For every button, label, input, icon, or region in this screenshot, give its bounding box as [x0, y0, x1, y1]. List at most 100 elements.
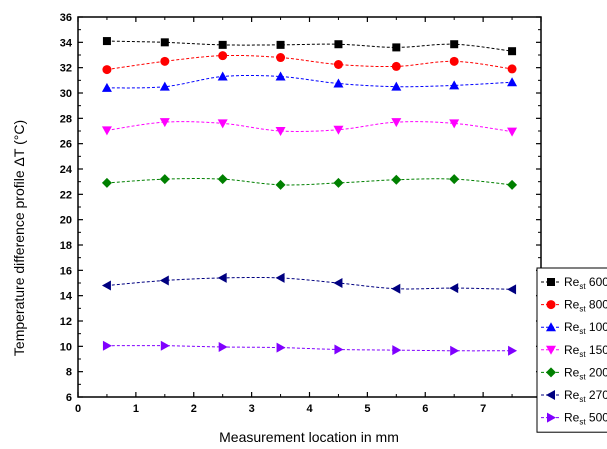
- data-point: [391, 81, 402, 91]
- data-point: [449, 119, 460, 129]
- y-axis-title: Temperature difference profile ΔT (°C): [11, 120, 27, 356]
- legend-label: Rest 1500: [564, 343, 607, 359]
- data-point: [102, 37, 111, 46]
- data-point: [450, 345, 460, 356]
- x-tick-label: 0: [75, 403, 81, 415]
- data-point: [449, 56, 459, 66]
- data-point: [218, 51, 228, 61]
- legend-item-800: Rest 800: [541, 298, 607, 314]
- legend-item-2700: Rest 2700: [541, 388, 607, 404]
- data-point: [391, 283, 401, 294]
- data-point: [508, 345, 518, 356]
- y-tick-label: 32: [60, 63, 72, 75]
- legend: Rest 600 Rest 800 Rest 1000 Rest 1500 Rest 2…: [536, 267, 607, 433]
- x-tick-label: 6: [422, 403, 428, 415]
- legend-marker: [546, 322, 556, 332]
- data-point: [101, 177, 112, 188]
- data-point: [160, 340, 170, 351]
- data-point: [391, 118, 402, 128]
- data-point: [333, 177, 344, 188]
- y-tick-label: 22: [60, 189, 72, 201]
- legend-item-2000: Rest 2000: [541, 365, 607, 381]
- data-point: [217, 272, 227, 283]
- data-point: [333, 60, 343, 69]
- data-point: [217, 119, 228, 129]
- x-axis-title: Measurement location in mm: [219, 429, 399, 445]
- legend-marker: [546, 345, 556, 355]
- y-tick-label: 18: [60, 240, 72, 252]
- legend-marker: [547, 412, 556, 423]
- series-800: [102, 51, 517, 75]
- data-point: [334, 344, 344, 355]
- data-point: [101, 280, 111, 291]
- data-point: [276, 40, 285, 49]
- series-line: [106, 74, 513, 89]
- y-tick-label: 24: [60, 164, 73, 176]
- data-point: [275, 71, 286, 81]
- legend-item-1500: Rest 1500: [541, 343, 607, 359]
- series-2700: [101, 272, 517, 295]
- data-point: [333, 78, 344, 88]
- series-line: [106, 276, 513, 290]
- data-point: [333, 125, 344, 135]
- data-point: [507, 64, 517, 74]
- legend-item-5000: Rest 5000: [541, 411, 607, 427]
- series-line: [106, 40, 513, 52]
- x-tick-label: 3: [249, 403, 255, 415]
- y-tick-label: 16: [60, 265, 72, 277]
- data-point: [275, 127, 286, 136]
- legend-label: Rest 5000: [564, 411, 607, 427]
- data-point: [507, 179, 518, 190]
- y-tick-label: 28: [60, 113, 72, 125]
- data-point: [391, 174, 402, 185]
- data-point: [333, 278, 343, 288]
- data-point: [450, 40, 459, 49]
- y-axis-title-group: Temperature difference profile ΔT (°C): [11, 120, 27, 356]
- legend-marker: [546, 390, 555, 400]
- x-tick-label: 5: [364, 403, 370, 415]
- series-5000: [102, 340, 518, 356]
- data-point: [392, 345, 402, 356]
- data-point: [102, 340, 112, 351]
- data-point: [101, 126, 112, 136]
- data-point: [507, 284, 517, 295]
- data-point: [276, 342, 286, 353]
- x-tick-label: 2: [191, 403, 197, 415]
- data-point: [218, 40, 227, 49]
- legend-label: Rest 1000: [564, 320, 607, 336]
- y-tick-label: 6: [66, 392, 72, 404]
- data-point: [159, 275, 169, 286]
- data-point: [160, 38, 169, 47]
- y-tick-label: 30: [60, 88, 72, 100]
- y-tick-label: 8: [66, 367, 72, 379]
- data-point: [275, 272, 285, 283]
- plot-layer: 012345678681012141618202224262830323436: [60, 12, 544, 415]
- data-point: [218, 341, 228, 352]
- x-tick-label: 1: [133, 403, 139, 415]
- y-tick-label: 36: [60, 12, 72, 24]
- data-point: [160, 56, 170, 66]
- legend-item-600: Rest 600: [541, 275, 607, 291]
- series-600: [102, 37, 517, 56]
- x-tick-label: 4: [306, 403, 313, 415]
- data-point: [217, 71, 228, 81]
- legend-label: Rest 2700: [564, 388, 607, 404]
- data-point: [334, 40, 343, 49]
- data-point: [508, 47, 517, 56]
- data-point: [159, 174, 170, 185]
- legend-marker: [546, 367, 556, 378]
- data-point: [391, 61, 401, 71]
- y-tick-label: 12: [60, 316, 72, 328]
- data-point: [159, 81, 170, 91]
- y-tick-label: 20: [60, 215, 72, 227]
- series-1500: [101, 118, 518, 137]
- data-point: [275, 179, 286, 190]
- data-point: [217, 174, 228, 185]
- legend-marker: [546, 300, 556, 310]
- legend-label: Rest 2000: [564, 365, 607, 381]
- legend-item-1000: Rest 1000: [541, 320, 607, 336]
- y-tick-label: 14: [60, 291, 73, 303]
- data-point: [276, 53, 286, 63]
- y-tick-label: 34: [60, 37, 73, 49]
